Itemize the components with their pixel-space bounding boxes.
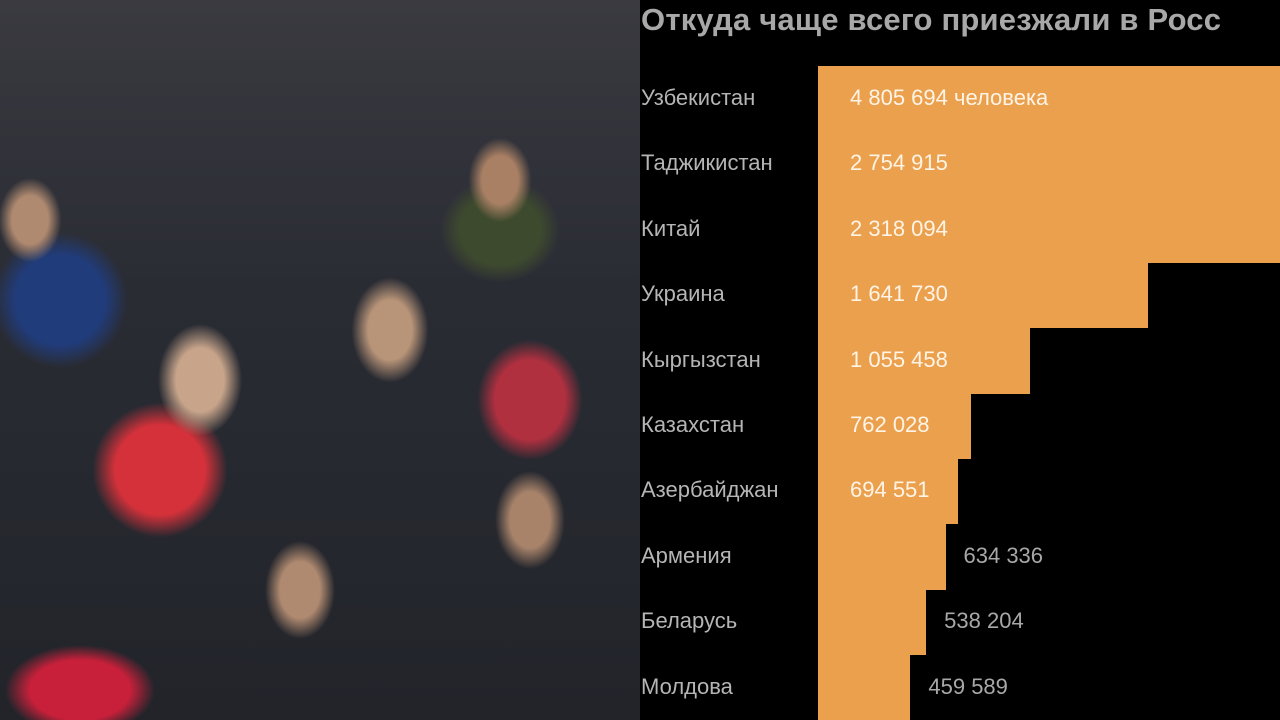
category-label: Казахстан: [641, 412, 745, 437]
category-label: Украина: [641, 281, 725, 307]
value-label: 538 204: [944, 608, 1024, 634]
value-label: 459 589: [928, 673, 1008, 699]
category-label: Армения: [641, 542, 732, 568]
value-label: 634 336: [963, 542, 1044, 568]
bar-7: [818, 523, 946, 590]
bar-6: [818, 458, 958, 525]
bar-2: [818, 196, 1280, 263]
value-label: 694 551: [850, 477, 930, 503]
value-label: 2 754 915: [850, 150, 948, 176]
category-label: Китай: [641, 215, 701, 241]
value-label: 762 028: [850, 412, 930, 437]
category-label: Молдова: [641, 673, 733, 699]
category-label: Беларусь: [641, 608, 738, 634]
bar-4: [818, 327, 1031, 394]
category-label: Кыргызстан: [641, 346, 761, 372]
bar-5: [818, 393, 972, 459]
chart-title: Откуда чаще всего приезжали в Росс: [641, 2, 1222, 37]
value-label: 4 805 694 человека: [850, 85, 1049, 110]
category-label: Узбекистан: [641, 85, 756, 110]
bar-chart: Узбекистан 4 805 694 человека Таджикистан 2…: [640, 0, 1280, 720]
bar-1: [818, 131, 1280, 198]
category-label: Таджикистан: [641, 150, 773, 176]
bar-8: [818, 589, 927, 656]
bar-3: [818, 262, 1148, 329]
bar-9: [818, 654, 911, 720]
value-label: 1 055 458: [850, 346, 948, 372]
crowd-photo: [0, 0, 640, 720]
value-label: 1 641 730: [850, 281, 948, 307]
value-label: 2 318 094: [850, 215, 948, 241]
bar-0: [818, 66, 1280, 132]
category-label: Азербайджан: [641, 477, 779, 503]
